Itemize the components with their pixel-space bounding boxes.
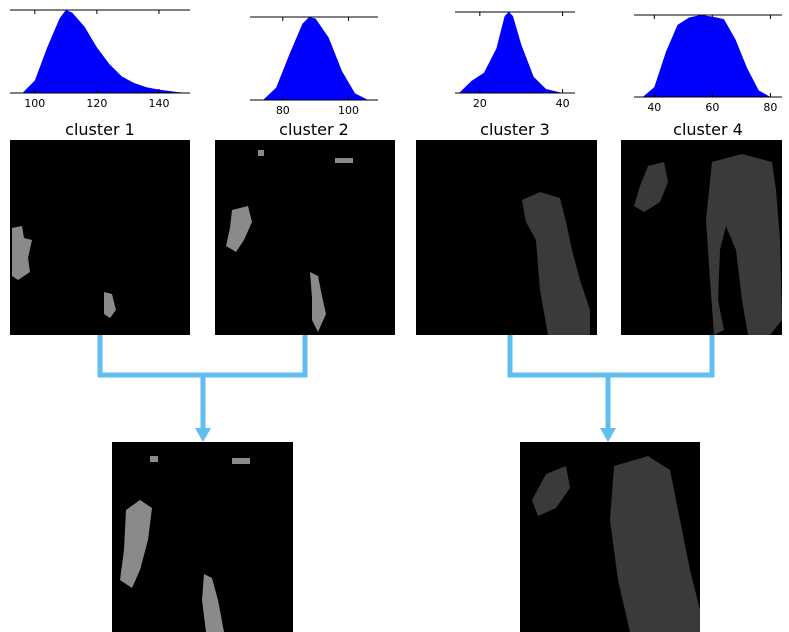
density-chart: 40 60 80 cluster 4	[634, 15, 782, 139]
blob	[335, 158, 353, 163]
x-tick-label: 60	[705, 101, 719, 114]
arrows	[100, 335, 712, 442]
chart-title: cluster 4	[673, 120, 743, 139]
arrow-head	[195, 428, 211, 442]
chart-title: cluster 1	[65, 120, 135, 139]
x-tick-label: 40	[647, 101, 661, 114]
chart-title: cluster 2	[279, 120, 349, 139]
x-tick-label: 120	[86, 97, 107, 110]
density-area	[22, 10, 190, 93]
x-tick-label: 80	[276, 104, 290, 117]
density-area	[263, 17, 368, 100]
blob	[232, 458, 250, 464]
density-chart: 100 120 140 cluster 1	[10, 10, 190, 139]
arrow-head	[600, 428, 616, 442]
chart-title: cluster 3	[480, 120, 550, 139]
image	[10, 140, 190, 335]
blob	[150, 456, 158, 462]
connector	[510, 335, 712, 375]
connector	[100, 335, 305, 375]
density-chart: 80 100 cluster 2	[250, 17, 378, 139]
x-tick-label: 80	[763, 101, 777, 114]
density-area	[643, 15, 771, 97]
x-tick-label: 20	[473, 97, 487, 110]
images	[10, 140, 782, 632]
x-tick-label: 100	[338, 104, 359, 117]
x-tick-label: 140	[148, 97, 169, 110]
density-area	[459, 12, 562, 93]
blob	[258, 150, 264, 156]
blob	[706, 154, 782, 335]
x-tick-label: 40	[556, 97, 570, 110]
density-chart: 20 40 cluster 3	[455, 12, 575, 139]
figure: 100 120 140 cluster 1 80 100 cluster 2 20 40 clus…	[0, 0, 789, 632]
x-tick-label: 100	[24, 97, 45, 110]
